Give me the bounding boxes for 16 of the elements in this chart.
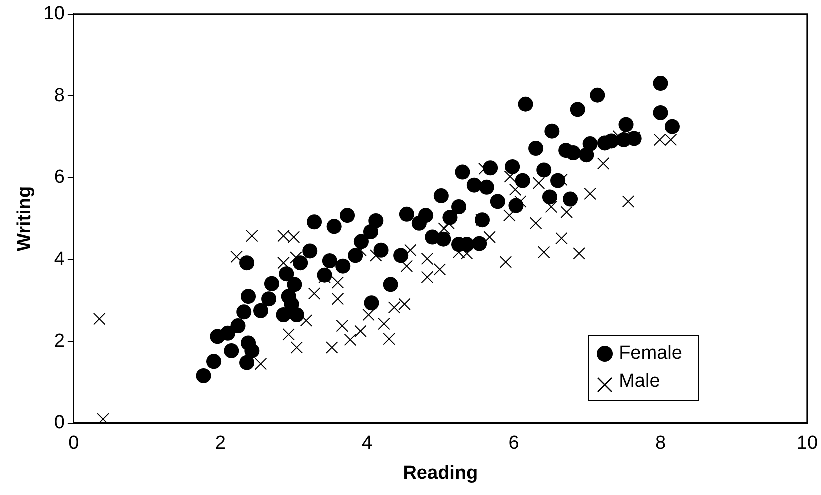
legend-label: Female [619,342,682,366]
x-tick-label: 0 [68,433,80,454]
y-axis-title: Writing [14,186,36,252]
x-tick-label: 2 [215,433,226,454]
y-tick-label: 2 [54,330,65,352]
y-tick-label: 10 [44,4,65,25]
x-tick-label: 6 [508,433,520,454]
x-axis-title: Reading [403,462,478,484]
x-tick-label: 4 [362,433,374,454]
y-tick-label: 0 [54,412,65,434]
legend-label: Male [619,370,660,394]
y-tick-label: 4 [54,249,66,270]
y-tick-label: 8 [54,85,65,106]
x-tick-label: 10 [796,433,818,454]
x-tick-label: 8 [655,433,666,454]
y-tick-label: 6 [54,167,65,188]
